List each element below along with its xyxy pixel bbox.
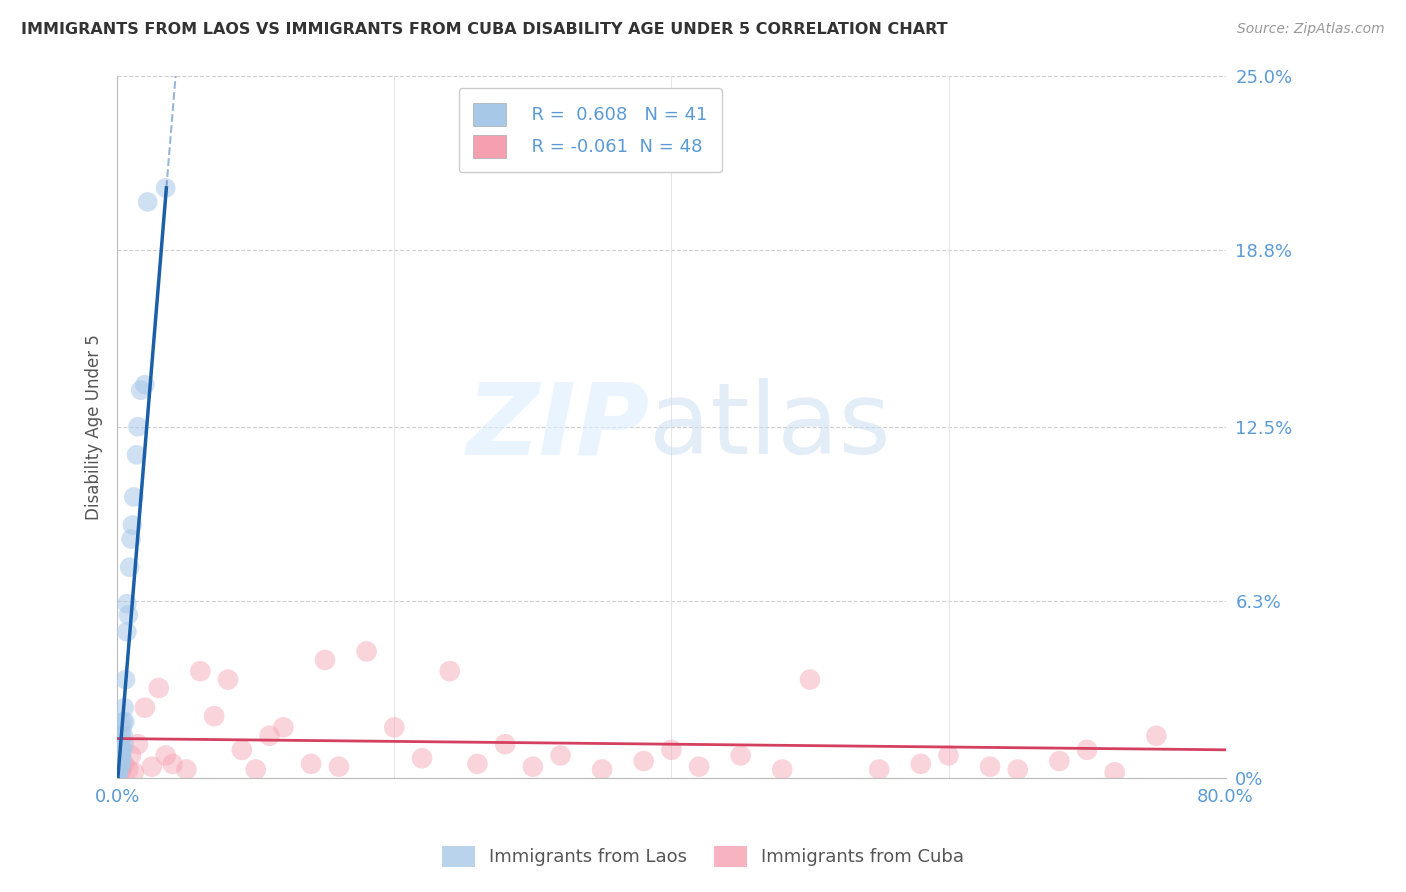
Point — [110, 763, 132, 777]
Point — [114, 673, 136, 687]
Point — [522, 760, 544, 774]
Point — [134, 377, 156, 392]
Text: atlas: atlas — [650, 378, 891, 475]
Point — [107, 765, 129, 780]
Point — [382, 720, 405, 734]
Point — [118, 560, 141, 574]
Point — [110, 754, 132, 768]
Point — [1144, 729, 1167, 743]
Text: IMMIGRANTS FROM LAOS VS IMMIGRANTS FROM CUBA DISABILITY AGE UNDER 5 CORRELATION : IMMIGRANTS FROM LAOS VS IMMIGRANTS FROM … — [21, 22, 948, 37]
Point — [129, 383, 152, 397]
Point — [120, 532, 142, 546]
Point — [112, 737, 135, 751]
Point — [127, 419, 149, 434]
Point — [868, 763, 890, 777]
Point — [107, 763, 129, 777]
Point — [467, 756, 489, 771]
Point — [136, 194, 159, 209]
Point — [110, 748, 132, 763]
Point — [938, 748, 960, 763]
Point — [231, 743, 253, 757]
Point — [1047, 754, 1070, 768]
Text: ZIP: ZIP — [467, 378, 650, 475]
Point — [125, 448, 148, 462]
Point — [107, 768, 129, 782]
Point — [108, 756, 131, 771]
Point — [122, 490, 145, 504]
Point — [155, 748, 177, 763]
Legend: Immigrants from Laos, Immigrants from Cuba: Immigrants from Laos, Immigrants from Cu… — [434, 838, 972, 874]
Point — [1104, 765, 1126, 780]
Point — [107, 760, 129, 774]
Text: Source: ZipAtlas.com: Source: ZipAtlas.com — [1237, 22, 1385, 37]
Point — [117, 607, 139, 622]
Legend:   R =  0.608   N = 41,   R = -0.061  N = 48: R = 0.608 N = 41, R = -0.061 N = 48 — [458, 88, 721, 172]
Point — [299, 756, 322, 771]
Point — [217, 673, 239, 687]
Point — [273, 720, 295, 734]
Point — [245, 763, 267, 777]
Point — [633, 754, 655, 768]
Point — [108, 743, 131, 757]
Point — [108, 748, 131, 763]
Point — [439, 664, 461, 678]
Point — [111, 714, 134, 729]
Point — [107, 748, 129, 763]
Point — [121, 518, 143, 533]
Point — [202, 709, 225, 723]
Point — [114, 714, 136, 729]
Point — [110, 756, 132, 771]
Point — [188, 664, 211, 678]
Point — [110, 737, 132, 751]
Point — [162, 756, 184, 771]
Point — [148, 681, 170, 695]
Point — [494, 737, 516, 751]
Point — [112, 700, 135, 714]
Point — [112, 756, 135, 771]
Point — [176, 763, 198, 777]
Point — [120, 748, 142, 763]
Point — [110, 729, 132, 743]
Point — [730, 748, 752, 763]
Point — [1007, 763, 1029, 777]
Point — [112, 729, 135, 743]
Point — [910, 756, 932, 771]
Point — [1076, 743, 1098, 757]
Point — [688, 760, 710, 774]
Point — [108, 754, 131, 768]
Point — [591, 763, 613, 777]
Point — [155, 181, 177, 195]
Point — [117, 763, 139, 777]
Point — [411, 751, 433, 765]
Point — [115, 597, 138, 611]
Point — [550, 748, 572, 763]
Point — [115, 624, 138, 639]
Point — [111, 720, 134, 734]
Y-axis label: Disability Age Under 5: Disability Age Under 5 — [86, 334, 103, 520]
Point — [134, 700, 156, 714]
Point — [108, 765, 131, 780]
Point — [107, 756, 129, 771]
Point — [799, 673, 821, 687]
Point — [328, 760, 350, 774]
Point — [122, 765, 145, 780]
Point — [979, 760, 1001, 774]
Point — [111, 751, 134, 765]
Point — [127, 737, 149, 751]
Point — [314, 653, 336, 667]
Point — [141, 760, 163, 774]
Point — [107, 763, 129, 777]
Point — [259, 729, 281, 743]
Point — [111, 743, 134, 757]
Point — [108, 760, 131, 774]
Point — [770, 763, 793, 777]
Point — [108, 763, 131, 777]
Point — [356, 644, 378, 658]
Point — [661, 743, 683, 757]
Point — [108, 760, 131, 774]
Point — [107, 765, 129, 780]
